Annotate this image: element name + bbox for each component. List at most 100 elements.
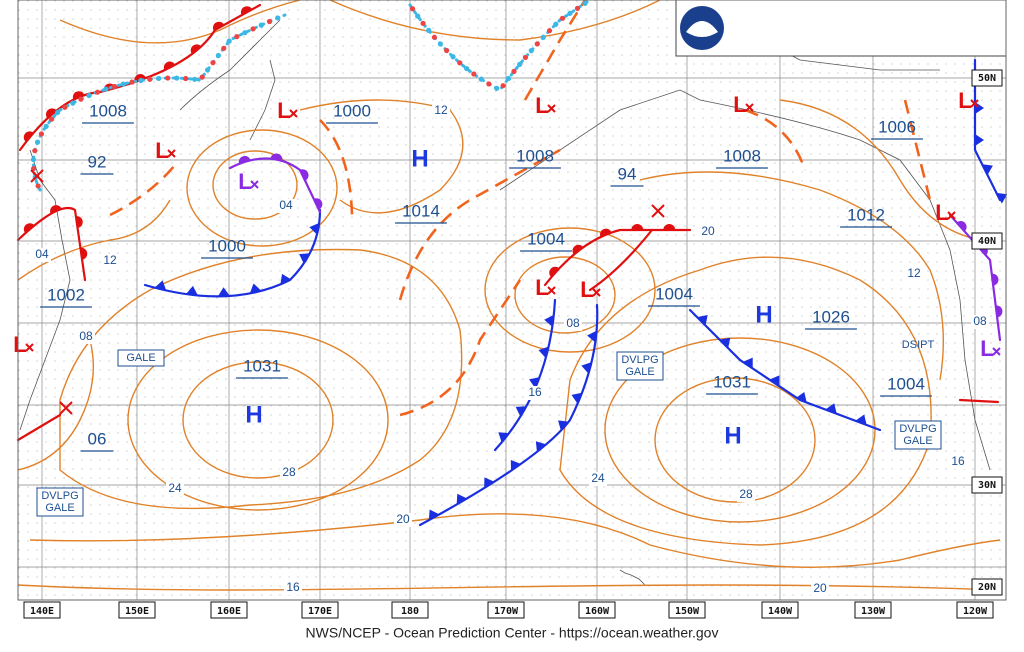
high-center: H: [411, 145, 428, 172]
latitude-box: [971, 476, 1003, 494]
fronts: [16, 0, 1008, 527]
noaa-logo-bird: [686, 21, 718, 37]
front-symbol: [50, 205, 62, 214]
low-center: L: [935, 200, 948, 225]
contour-label-bg: [284, 581, 302, 595]
warning-label: DVLPG: [41, 490, 78, 502]
front-symbol: [192, 76, 198, 82]
map-background: [18, 0, 1006, 600]
forecast-position: [59, 401, 73, 415]
contour-label: 20: [701, 224, 715, 238]
warning-box: [894, 420, 942, 450]
longitude-box: [668, 601, 706, 619]
front-symbol: [571, 392, 583, 404]
trough: [744, 108, 807, 171]
front-symbol: [528, 48, 534, 54]
pressure-label: 1031: [243, 356, 281, 375]
front-symbol: [697, 314, 708, 326]
high-center: H: [755, 301, 772, 328]
warning-label: GALE: [45, 502, 74, 514]
contour-label-bg: [101, 254, 119, 268]
pressure-label: 1002: [47, 285, 85, 304]
contour-label-bg: [699, 225, 717, 239]
front-symbol: [975, 134, 984, 146]
isobar: [29, 513, 1001, 568]
front-symbol: [426, 27, 432, 33]
isobar: [212, 150, 298, 220]
isobar: [186, 129, 338, 247]
pressure-label: 06: [88, 429, 107, 448]
front-symbol: [431, 34, 438, 40]
front-symbol: [522, 54, 529, 61]
pressure-label: 1000: [208, 236, 246, 255]
front-symbol: [234, 34, 240, 40]
front-symbol: [249, 283, 262, 294]
contour-label-bg: [166, 482, 184, 496]
contour-label-bg: [77, 330, 95, 344]
front-symbol: [855, 414, 867, 425]
longitude-box: [956, 601, 994, 619]
front-symbol: [956, 220, 967, 232]
front-symbol: [456, 493, 468, 505]
warning-label: DVLPG: [899, 423, 936, 435]
low-center-x: [25, 343, 34, 352]
front-symbol: [94, 89, 101, 95]
front-symbol: [587, 330, 597, 343]
high-center: H: [245, 401, 262, 428]
front-symbol: [258, 22, 264, 28]
low-center: L: [238, 169, 251, 194]
front-symbol: [45, 108, 57, 119]
warning-box: [616, 351, 664, 381]
pressure-label: 1014: [402, 201, 440, 220]
latitude-label: 20N: [978, 582, 996, 593]
contour-label: 28: [739, 487, 753, 501]
longitude-label: 120W: [963, 606, 988, 617]
front-symbol: [72, 91, 85, 100]
front-symbol: [574, 5, 581, 11]
longitude-box: [118, 601, 156, 619]
front-symbol: [538, 346, 549, 359]
contour-label-bg: [432, 104, 450, 118]
pressure-label: 1004: [887, 374, 925, 393]
contour-label: 12: [907, 266, 921, 280]
front-symbol: [212, 21, 225, 31]
isobars: [17, 0, 1001, 591]
pressure-label: 1006: [878, 117, 916, 136]
pressure-label: 1004: [655, 284, 693, 303]
front-symbol: [30, 156, 37, 163]
status-label: DSIPT: [902, 339, 935, 351]
front-symbol: [420, 20, 426, 26]
warning-label: DVLPG: [621, 354, 658, 366]
front-symbol: [553, 21, 559, 27]
low-center-x: [992, 347, 1001, 356]
front-symbol: [275, 15, 281, 21]
front-symbol: [54, 109, 61, 116]
low-center-x: [547, 286, 556, 295]
contour-label: 12: [434, 103, 448, 117]
trough: [109, 164, 176, 217]
longitude-box: [391, 601, 429, 619]
coastline: [499, 89, 991, 471]
front-symbol: [103, 86, 109, 92]
low-center: L: [13, 332, 26, 357]
contour-label-bg: [971, 315, 989, 329]
front-symbol: [23, 131, 34, 142]
front: [973, 58, 1002, 202]
low-center-x: [970, 99, 979, 108]
isobar: [299, 99, 464, 214]
latitude-box: [971, 578, 1003, 596]
warning-box: [117, 349, 165, 367]
contour-label: 16: [528, 385, 542, 399]
isobar: [514, 256, 616, 334]
front-symbol: [529, 377, 540, 389]
front-symbol: [464, 65, 470, 72]
contour-label-bg: [589, 472, 607, 486]
trough: [399, 279, 522, 417]
contour-label: 08: [566, 316, 580, 330]
low-center: L: [580, 277, 593, 302]
longitude-label: 140E: [30, 606, 54, 617]
front-symbol: [511, 68, 517, 74]
front-symbol: [80, 247, 88, 260]
